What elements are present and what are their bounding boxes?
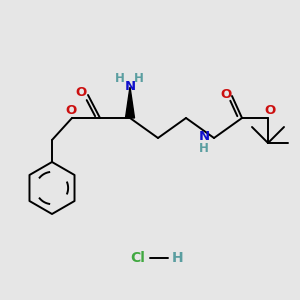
Text: O: O: [65, 103, 76, 116]
Text: Cl: Cl: [130, 251, 146, 265]
Text: N: N: [198, 130, 210, 142]
Text: O: O: [264, 103, 276, 116]
Text: H: H: [115, 73, 125, 85]
Text: H: H: [172, 251, 184, 265]
Polygon shape: [125, 87, 134, 118]
Text: H: H: [199, 142, 209, 155]
Text: O: O: [220, 88, 232, 100]
Text: H: H: [134, 73, 144, 85]
Text: O: O: [75, 86, 87, 100]
Text: N: N: [124, 80, 136, 94]
